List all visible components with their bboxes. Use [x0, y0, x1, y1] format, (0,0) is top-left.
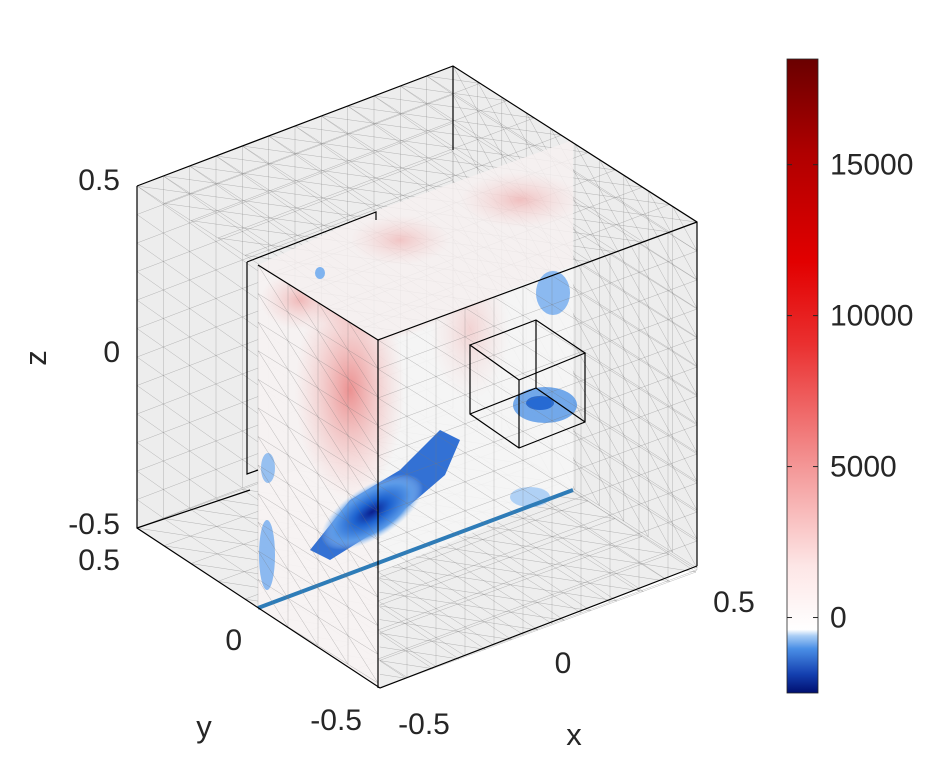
z-axis-label: z [18, 350, 53, 366]
colorbar-tick-label: 15000 [830, 149, 913, 182]
cube-edges [136, 65, 698, 689]
colorbar: 0 5000 10000 15000 [786, 58, 913, 694]
negative-region [315, 267, 325, 279]
y-axis-label: y [196, 709, 212, 744]
y-axis: 0.5 0 -0.5 y [78, 544, 362, 744]
negative-region [261, 453, 275, 483]
inner-box-outline [246, 211, 587, 475]
z-axis: 0.5 0 -0.5 z [18, 164, 120, 541]
x-tick-label: -0.5 [398, 708, 450, 741]
x-axis-label: x [566, 717, 582, 752]
y-tick-label: -0.5 [310, 704, 362, 737]
z-tick-label: -0.5 [68, 508, 120, 541]
y-tick-label: 0.5 [78, 544, 120, 577]
positive-region [350, 215, 450, 265]
negative-region [536, 271, 570, 315]
negative-region [259, 520, 275, 590]
colorbar-tick-label: 0 [830, 602, 847, 635]
z-tick-label: 0.5 [78, 164, 120, 197]
x-axis: -0.5 0 0.5 x [398, 586, 755, 752]
y-tick-label: 0 [225, 624, 242, 657]
x-tick-label: 0.5 [713, 586, 755, 619]
slice-base-line [257, 488, 574, 610]
z-tick-label: 0 [103, 336, 120, 369]
colorbar-tick-label: 5000 [830, 451, 897, 484]
mesh-lines [257, 264, 379, 684]
x-tick-label: 0 [555, 647, 572, 680]
negative-region [526, 396, 554, 410]
colorbar-gradient [786, 58, 819, 694]
negative-region [320, 474, 424, 550]
positive-region [460, 172, 580, 228]
colorbar-tick-label: 10000 [830, 300, 913, 333]
